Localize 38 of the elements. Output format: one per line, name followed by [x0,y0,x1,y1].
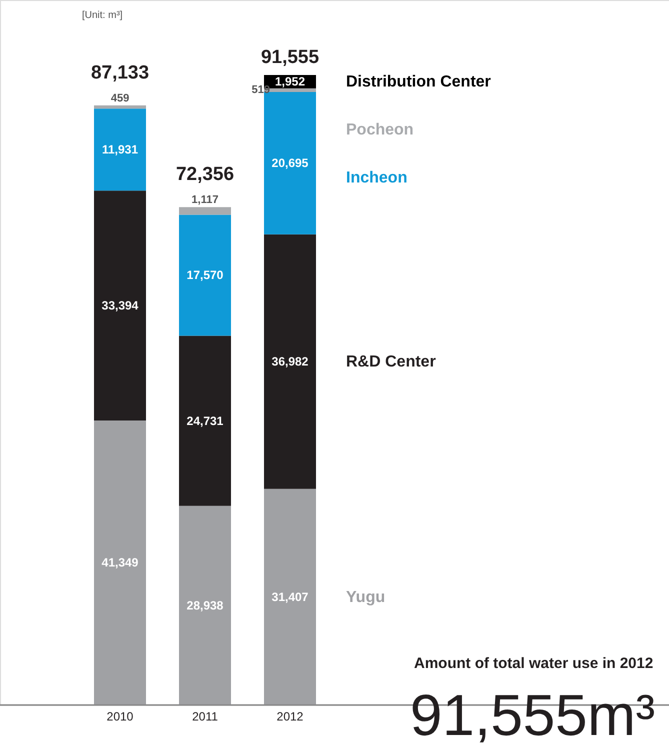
bar [179,506,231,705]
total-label: 91,555 [260,47,320,68]
bar [264,92,316,234]
bar [94,105,146,109]
data-label: 20,695 [272,156,309,170]
bar [179,336,231,506]
data-label: 31,407 [272,590,309,604]
bar [94,420,146,705]
data-label: 41,349 [102,556,139,570]
bar [94,108,146,191]
text: Amount of total water use in 2012 [414,655,654,672]
text: 91,555m³ [410,683,656,748]
data-label: 24,731 [186,414,224,428]
data-label: 28,938 [186,598,224,612]
series-label: R&D Center [346,354,436,371]
data-label: 1,117 [192,194,218,206]
total-label: 87,133 [90,62,150,84]
x-tick-label: 2010 [106,710,134,724]
x-tick-label: 2012 [276,710,304,724]
series-label: Yugu [346,588,386,606]
data-label: 519 [252,84,270,96]
data-label: 11,931 [102,142,138,157]
bar [264,488,316,705]
data-label: 36,982 [272,354,309,369]
bar [94,190,146,420]
series-label: Distribution Center [346,74,491,91]
text: [Unit: m³] [82,10,123,21]
data-label: 33,394 [102,298,139,313]
bar [264,234,316,489]
text: Pocheon [346,122,414,139]
bar [179,214,231,336]
series-label: Incheon [346,170,408,187]
data-label: 459 [110,92,130,104]
data-label: 17,570 [186,268,224,282]
total-label: 72,356 [176,164,234,186]
bar [179,207,231,215]
data-label: 1,952 [274,74,306,89]
x-tick-label: 2011 [192,710,218,724]
